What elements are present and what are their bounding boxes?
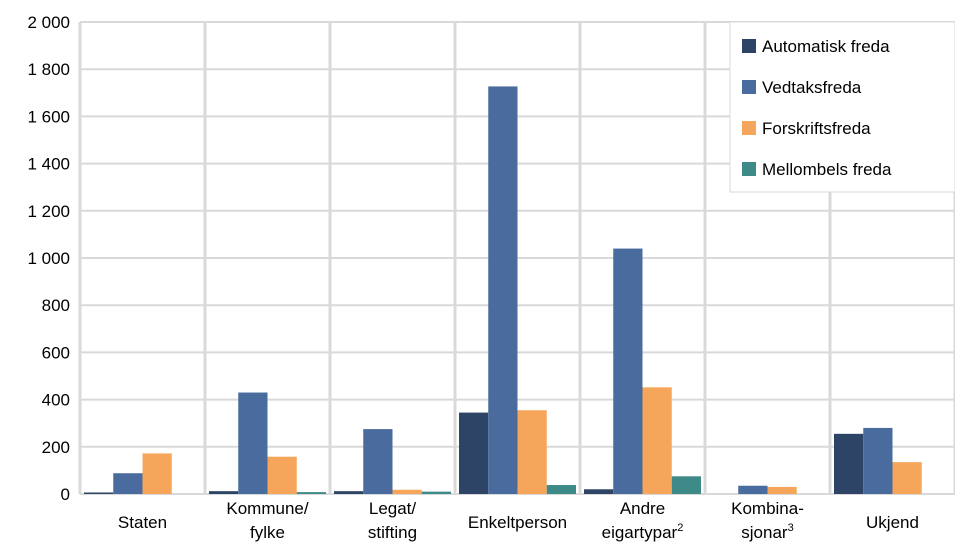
x-category-label: Kommune/fylke (226, 499, 308, 542)
y-tick-label: 0 (61, 485, 70, 504)
bar-automatisk-freda (209, 491, 239, 494)
bar-mellombels-freda (546, 485, 576, 494)
x-category-label: Andre eigartypar2 (602, 499, 684, 542)
legend-swatch (742, 162, 756, 176)
x-axis-categories: Staten Kommune/fylke Legat/stifting Enkeltp… (118, 499, 919, 542)
bar-automatisk-freda (334, 491, 364, 494)
chart-bars (84, 86, 922, 494)
bar-vedtaksfreda (363, 429, 393, 494)
bar-automatisk-freda (459, 412, 489, 494)
bar-forskriftsfreda (767, 486, 797, 494)
y-tick-label: 1 200 (27, 202, 70, 221)
legend-swatch (742, 121, 756, 135)
bar-vedtaksfreda (613, 248, 643, 494)
x-category-label: Ukjend (866, 513, 919, 532)
y-tick-label: 800 (42, 296, 70, 315)
y-tick-label: 1 600 (27, 107, 70, 126)
y-axis-ticks: 0 200 400 600 800 1 000 1 200 1 400 1 600 1 800 2 … (27, 13, 70, 504)
bar-forskriftsfreda (517, 410, 547, 494)
y-tick-label: 600 (42, 343, 70, 362)
bar-automatisk-freda (584, 489, 614, 494)
y-tick-label: 1 800 (27, 60, 70, 79)
legend-label: Forskriftsfreda (762, 119, 871, 138)
x-category-label: Kombina-sjonar3 (731, 499, 804, 542)
bar-forskriftsfreda (267, 456, 297, 494)
bar-forskriftsfreda (642, 387, 672, 494)
legend-box (729, 21, 955, 193)
bar-mellombels-freda (421, 491, 451, 494)
bar-vedtaksfreda (238, 392, 268, 494)
bar-vedtaksfreda (488, 86, 518, 494)
legend-swatch (742, 80, 756, 94)
x-category-label: Enkeltperson (468, 513, 567, 532)
bar-mellombels-freda (296, 492, 326, 494)
bar-vedtaksfreda (113, 473, 143, 494)
y-tick-label: 200 (42, 438, 70, 457)
y-tick-label: 2 000 (27, 13, 70, 32)
legend-swatch (742, 39, 756, 53)
legend-label: Automatisk freda (762, 37, 890, 56)
bar-mellombels-freda (671, 476, 701, 494)
legend: Automatisk freda Vedtaksfreda Forskriftsfr… (729, 21, 955, 193)
y-tick-label: 400 (42, 391, 70, 410)
x-category-label: Staten (118, 513, 167, 532)
bar-forskriftsfreda (892, 462, 922, 494)
y-tick-label: 1 400 (27, 155, 70, 174)
bar-vedtaksfreda (863, 427, 893, 494)
bar-automatisk-freda (834, 433, 864, 494)
bar-automatisk-freda (84, 492, 114, 494)
x-category-label: Legat/stifting (368, 499, 417, 542)
bar-forskriftsfreda (392, 489, 422, 494)
bar-vedtaksfreda (738, 485, 768, 494)
bar-forskriftsfreda (142, 453, 172, 494)
legend-label: Vedtaksfreda (762, 78, 862, 97)
legend-label: Mellombels freda (762, 160, 892, 179)
y-tick-label: 1 000 (27, 249, 70, 268)
